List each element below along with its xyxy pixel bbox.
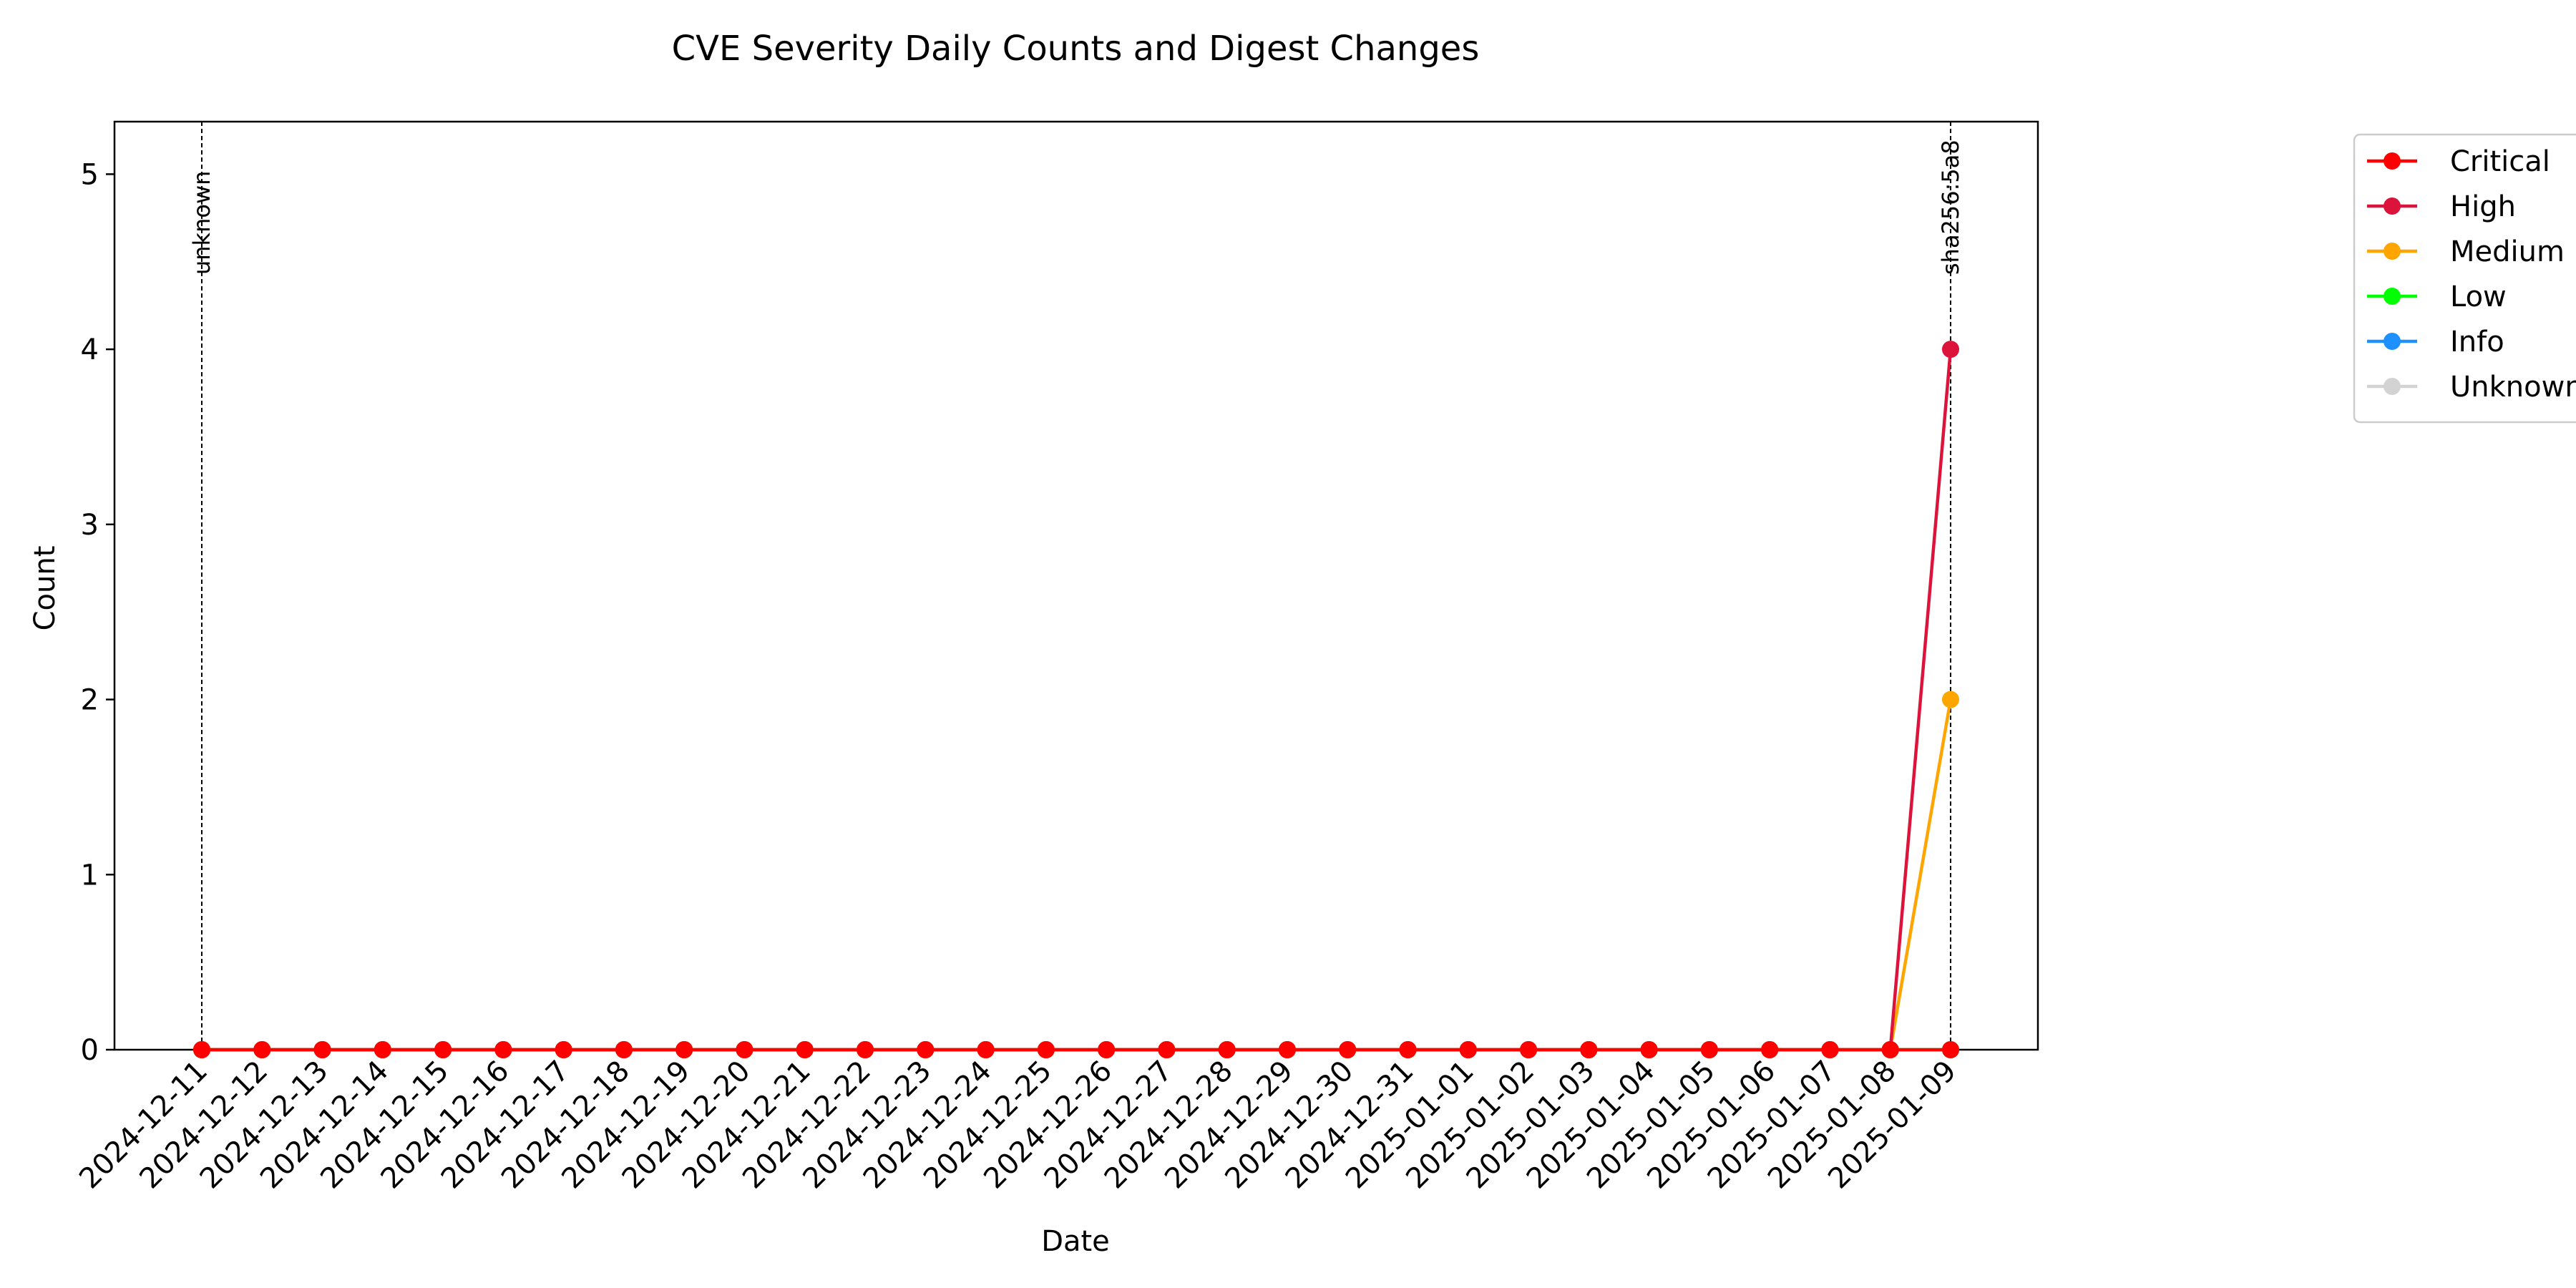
data-point-critical <box>1700 1041 1718 1058</box>
plot-frame <box>113 120 2039 1051</box>
y-axis-title: Count <box>29 546 62 631</box>
series-line-medium <box>202 699 1953 1052</box>
data-point-critical <box>555 1041 572 1058</box>
data-point-critical <box>1339 1041 1357 1058</box>
legend-swatch-marker <box>2384 333 2401 350</box>
legend-swatch-marker <box>2384 197 2401 215</box>
data-point-critical <box>917 1041 935 1058</box>
data-point-high <box>1942 341 1959 358</box>
chart-title: CVE Severity Daily Counts and Digest Cha… <box>672 29 1480 69</box>
data-point-critical <box>796 1041 814 1058</box>
plot-area: 0123452024-12-112024-12-122024-12-132024… <box>73 120 2039 1195</box>
data-point-critical <box>1942 1041 1959 1058</box>
data-point-critical <box>1821 1041 1839 1058</box>
data-point-critical <box>253 1041 271 1058</box>
legend-swatch-marker <box>2384 288 2401 305</box>
data-point-critical <box>374 1041 391 1058</box>
data-point-critical <box>675 1041 693 1058</box>
legend-swatch-marker <box>2384 152 2401 170</box>
data-point-critical <box>1640 1041 1658 1058</box>
data-point-critical <box>1761 1041 1779 1058</box>
legend-label-high: High <box>2450 190 2516 223</box>
data-point-critical <box>494 1041 512 1058</box>
legend-label-medium: Medium <box>2450 235 2565 268</box>
data-point-critical <box>615 1041 633 1058</box>
legend-swatch-marker <box>2384 378 2401 395</box>
legend-swatch-marker <box>2384 243 2401 260</box>
digest-change-label: sha256:5a8 <box>1937 140 1964 275</box>
data-point-critical <box>857 1041 874 1058</box>
y-tick-label: 5 <box>81 158 99 191</box>
y-tick-label: 3 <box>81 509 99 542</box>
data-point-critical <box>977 1041 995 1058</box>
data-point-critical <box>1037 1041 1055 1058</box>
digest-change-label: unknown <box>188 171 215 275</box>
data-point-critical <box>1218 1041 1236 1058</box>
legend-label-critical: Critical <box>2450 145 2550 178</box>
series-line-high <box>202 348 1953 1052</box>
y-tick-label: 4 <box>81 333 99 366</box>
x-axis-title: Date <box>1041 1225 1110 1258</box>
data-point-critical <box>736 1041 753 1058</box>
data-point-critical <box>1580 1041 1598 1058</box>
data-point-critical <box>1158 1041 1176 1058</box>
y-tick-label: 2 <box>81 684 99 717</box>
data-point-critical <box>1881 1041 1899 1058</box>
y-tick-label: 0 <box>81 1034 99 1067</box>
legend: Critical High Medium Low Info Unknown <box>2353 133 2576 424</box>
data-point-critical <box>1520 1041 1538 1058</box>
data-point-critical <box>193 1041 210 1058</box>
legend-label-info: Info <box>2450 326 2504 358</box>
legend-label-low: Low <box>2450 280 2507 313</box>
data-point-critical <box>434 1041 452 1058</box>
data-point-critical <box>1098 1041 1116 1058</box>
data-point-critical <box>1459 1041 1477 1058</box>
legend-label-unknown: Unknown <box>2450 371 2576 404</box>
data-point-critical <box>313 1041 331 1058</box>
data-point-critical <box>1399 1041 1417 1058</box>
data-point-critical <box>1278 1041 1296 1058</box>
data-point-medium <box>1942 691 1959 708</box>
y-tick-label: 1 <box>81 859 99 892</box>
